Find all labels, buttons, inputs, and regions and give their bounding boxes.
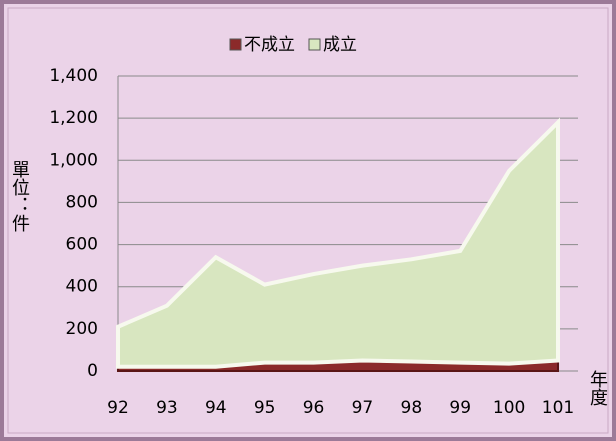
x-tick-label: 93 bbox=[156, 398, 178, 418]
legend-label: 成立 bbox=[323, 35, 357, 55]
y-tick-label: 400 bbox=[66, 277, 98, 297]
x-tick-label: 101 bbox=[542, 398, 574, 418]
legend-swatch bbox=[308, 38, 321, 51]
x-tick-label: 98 bbox=[401, 398, 423, 418]
y-tick-label: 1,400 bbox=[49, 66, 98, 86]
x-tick-label: 99 bbox=[449, 398, 471, 418]
x-tick-label: 100 bbox=[493, 398, 525, 418]
y-tick-label: 0 bbox=[87, 361, 98, 381]
y-tick-label: 1,200 bbox=[49, 108, 98, 128]
y-tick-label: 1,000 bbox=[49, 150, 98, 170]
y-axis-label: 單位：件 bbox=[9, 160, 30, 232]
inner-frame bbox=[7, 7, 609, 434]
area bbox=[116, 117, 560, 369]
y-tick-label: 800 bbox=[66, 192, 98, 212]
x-tick-label: 92 bbox=[107, 398, 129, 418]
legend-label: 不成立 bbox=[244, 35, 295, 55]
x-tick-label: 97 bbox=[352, 398, 374, 418]
y-tick-label: 600 bbox=[66, 235, 98, 255]
x-tick-label: 95 bbox=[254, 398, 276, 418]
x-tick-label: 94 bbox=[205, 398, 227, 418]
x-axis-label: 年度 bbox=[587, 370, 608, 406]
x-tick-label: 96 bbox=[303, 398, 325, 418]
legend-swatch bbox=[229, 38, 242, 51]
y-tick-label: 200 bbox=[66, 319, 98, 339]
